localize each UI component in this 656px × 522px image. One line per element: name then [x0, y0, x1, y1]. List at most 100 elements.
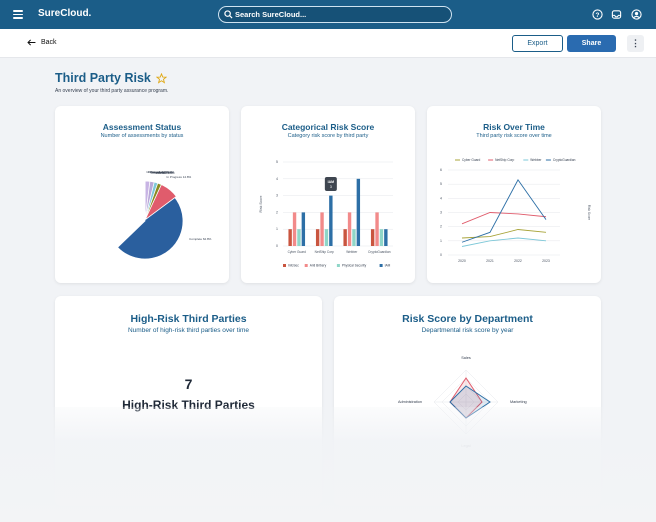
more-icon[interactable]: ⋮ — [627, 35, 644, 52]
assessment-status-card: Assessment Status Number of assessments … — [55, 106, 229, 283]
bar — [352, 229, 356, 246]
x-tick-label: 2020 — [458, 259, 466, 263]
legend-label: Webber — [530, 158, 542, 162]
page-title-text: Third Party Risk — [55, 71, 151, 85]
x-tick-label: Webber — [346, 250, 358, 254]
y-tick-label: 4 — [440, 196, 442, 200]
menu-icon[interactable] — [13, 10, 23, 19]
card-title: High-Risk Third Parties — [130, 313, 247, 325]
tooltip-value: 3 — [330, 185, 332, 189]
page-title: Third Party Risk — [55, 71, 167, 85]
radar-axis-label: Sales — [461, 356, 471, 360]
y-axis-label: Risk Score — [259, 195, 263, 212]
back-arrow-icon — [27, 39, 36, 46]
back-label: Back — [41, 39, 57, 46]
legend-label: InfoSec — [288, 264, 299, 268]
tooltip-box — [324, 177, 337, 191]
bar — [375, 212, 379, 246]
series-line — [461, 229, 547, 239]
bar — [347, 212, 352, 246]
y-tick-label: 5 — [440, 182, 442, 186]
y-axis-label: Risk Score — [587, 205, 591, 221]
legend-swatch — [336, 264, 340, 267]
x-tick-label: NetShip Corp — [315, 250, 334, 254]
page-toolbar: Back Export Share ⋮ — [0, 29, 656, 58]
pie-slice-label: Returned 2.0% — [148, 170, 168, 174]
risk-line-chart: 0 1 2 3 4 5 6 Risk Score 2020 2021 2022 2023 Cyber G… — [440, 158, 591, 263]
risk-over-time-card: Risk Over Time Third party risk score ov… — [427, 106, 601, 283]
bar — [370, 229, 375, 246]
y-tick-label: 3 — [276, 194, 278, 198]
search-input[interactable]: Search SureCloud... — [218, 6, 452, 23]
card-subtitle: Category risk score by third party — [287, 133, 369, 139]
star-icon[interactable] — [155, 72, 167, 84]
bar — [329, 195, 333, 246]
share-button[interactable]: Share — [567, 35, 616, 52]
y-tick-label: 1 — [276, 227, 278, 231]
legend-swatch — [283, 264, 286, 267]
x-tick-label: 2022 — [514, 259, 522, 263]
legend-label: IAM — [385, 264, 391, 268]
pie-slice-label: Completed 3.4% — [150, 170, 173, 174]
export-button[interactable]: Export — [512, 35, 563, 52]
bar — [292, 212, 297, 246]
svg-text:?: ? — [596, 12, 600, 19]
legend-label: Physical Security — [342, 264, 367, 268]
categorical-risk-card: Categorical Risk Score Category risk sco… — [241, 106, 415, 283]
bar — [301, 212, 306, 246]
pie-slice-label: Overdue 6.9% — [155, 171, 175, 175]
x-tick-label: CryptoGuardian — [368, 250, 391, 254]
search-placeholder: Search SureCloud... — [235, 10, 307, 19]
bar — [297, 229, 301, 246]
card-title: Risk Score by Department — [402, 313, 533, 325]
bottom-fade-overlay — [0, 407, 656, 522]
bar — [356, 178, 361, 246]
series-line — [461, 237, 547, 247]
card-subtitle: Number of assessments by status — [100, 133, 184, 139]
card-subtitle: Third party risk score over time — [476, 133, 552, 139]
inbox-icon[interactable] — [611, 9, 622, 20]
y-tick-label: 5 — [276, 160, 278, 164]
user-icon[interactable] — [631, 9, 642, 20]
series-line — [461, 179, 547, 243]
legend-label: Anti Bribery — [310, 264, 327, 268]
bar — [384, 229, 388, 246]
legend-swatch — [304, 264, 308, 267]
help-icon[interactable]: ? — [592, 9, 603, 20]
bar — [324, 229, 329, 246]
radar-axis-label: Marketing — [510, 400, 527, 404]
bar — [315, 229, 320, 246]
y-tick-label: 0 — [276, 244, 278, 248]
y-tick-label: 4 — [276, 177, 278, 181]
bar — [343, 229, 347, 246]
radar-axis-label: Administration — [398, 400, 422, 404]
card-title: Risk Over Time — [483, 122, 545, 132]
y-tick-label: 0 — [440, 253, 442, 257]
high-risk-count: 7 — [184, 376, 193, 392]
pie-slice-label: In Progress 14.8% — [167, 175, 192, 179]
brand-logo[interactable]: SureCloud. — [38, 8, 92, 19]
x-tick-label: Cyber Guard — [288, 250, 306, 254]
card-subtitle: Departmental risk score by year — [421, 327, 514, 334]
card-subtitle: Number of high-risk third parties over t… — [127, 327, 249, 334]
legend-label: NetShip Corp — [495, 158, 514, 162]
pie-slice-label: Not Started 3.8% — [151, 170, 174, 174]
legend-label: CryptoGuardian — [553, 158, 576, 162]
y-tick-label: 2 — [276, 210, 278, 214]
categorical-bar-chart: 0 1 2 3 4 5 Risk Score Cyber Guard NetShip Corp W… — [259, 160, 393, 268]
back-button[interactable]: Back — [27, 39, 57, 46]
y-tick-label: 2 — [440, 225, 442, 229]
y-tick-label: 3 — [440, 211, 442, 215]
legend-swatch — [379, 264, 383, 267]
legend-label: Cyber Guard — [462, 158, 480, 162]
card-title: Categorical Risk Score — [281, 122, 375, 132]
bar — [379, 229, 384, 246]
pie-slice-label: In Remediation 1.0% — [147, 170, 175, 174]
pie-slice-label: Complete 62.8% — [189, 237, 212, 241]
pie-slice-label: Ready 5.3% — [153, 171, 170, 175]
assessment-pie-chart: Complete 62.8% In Progress 14.8%Overdue 6… — [117, 170, 212, 260]
series-line — [461, 212, 547, 225]
x-tick-label: 2021 — [486, 259, 494, 263]
tooltip-series: IAM — [328, 180, 335, 184]
card-title: Assessment Status — [102, 122, 182, 132]
